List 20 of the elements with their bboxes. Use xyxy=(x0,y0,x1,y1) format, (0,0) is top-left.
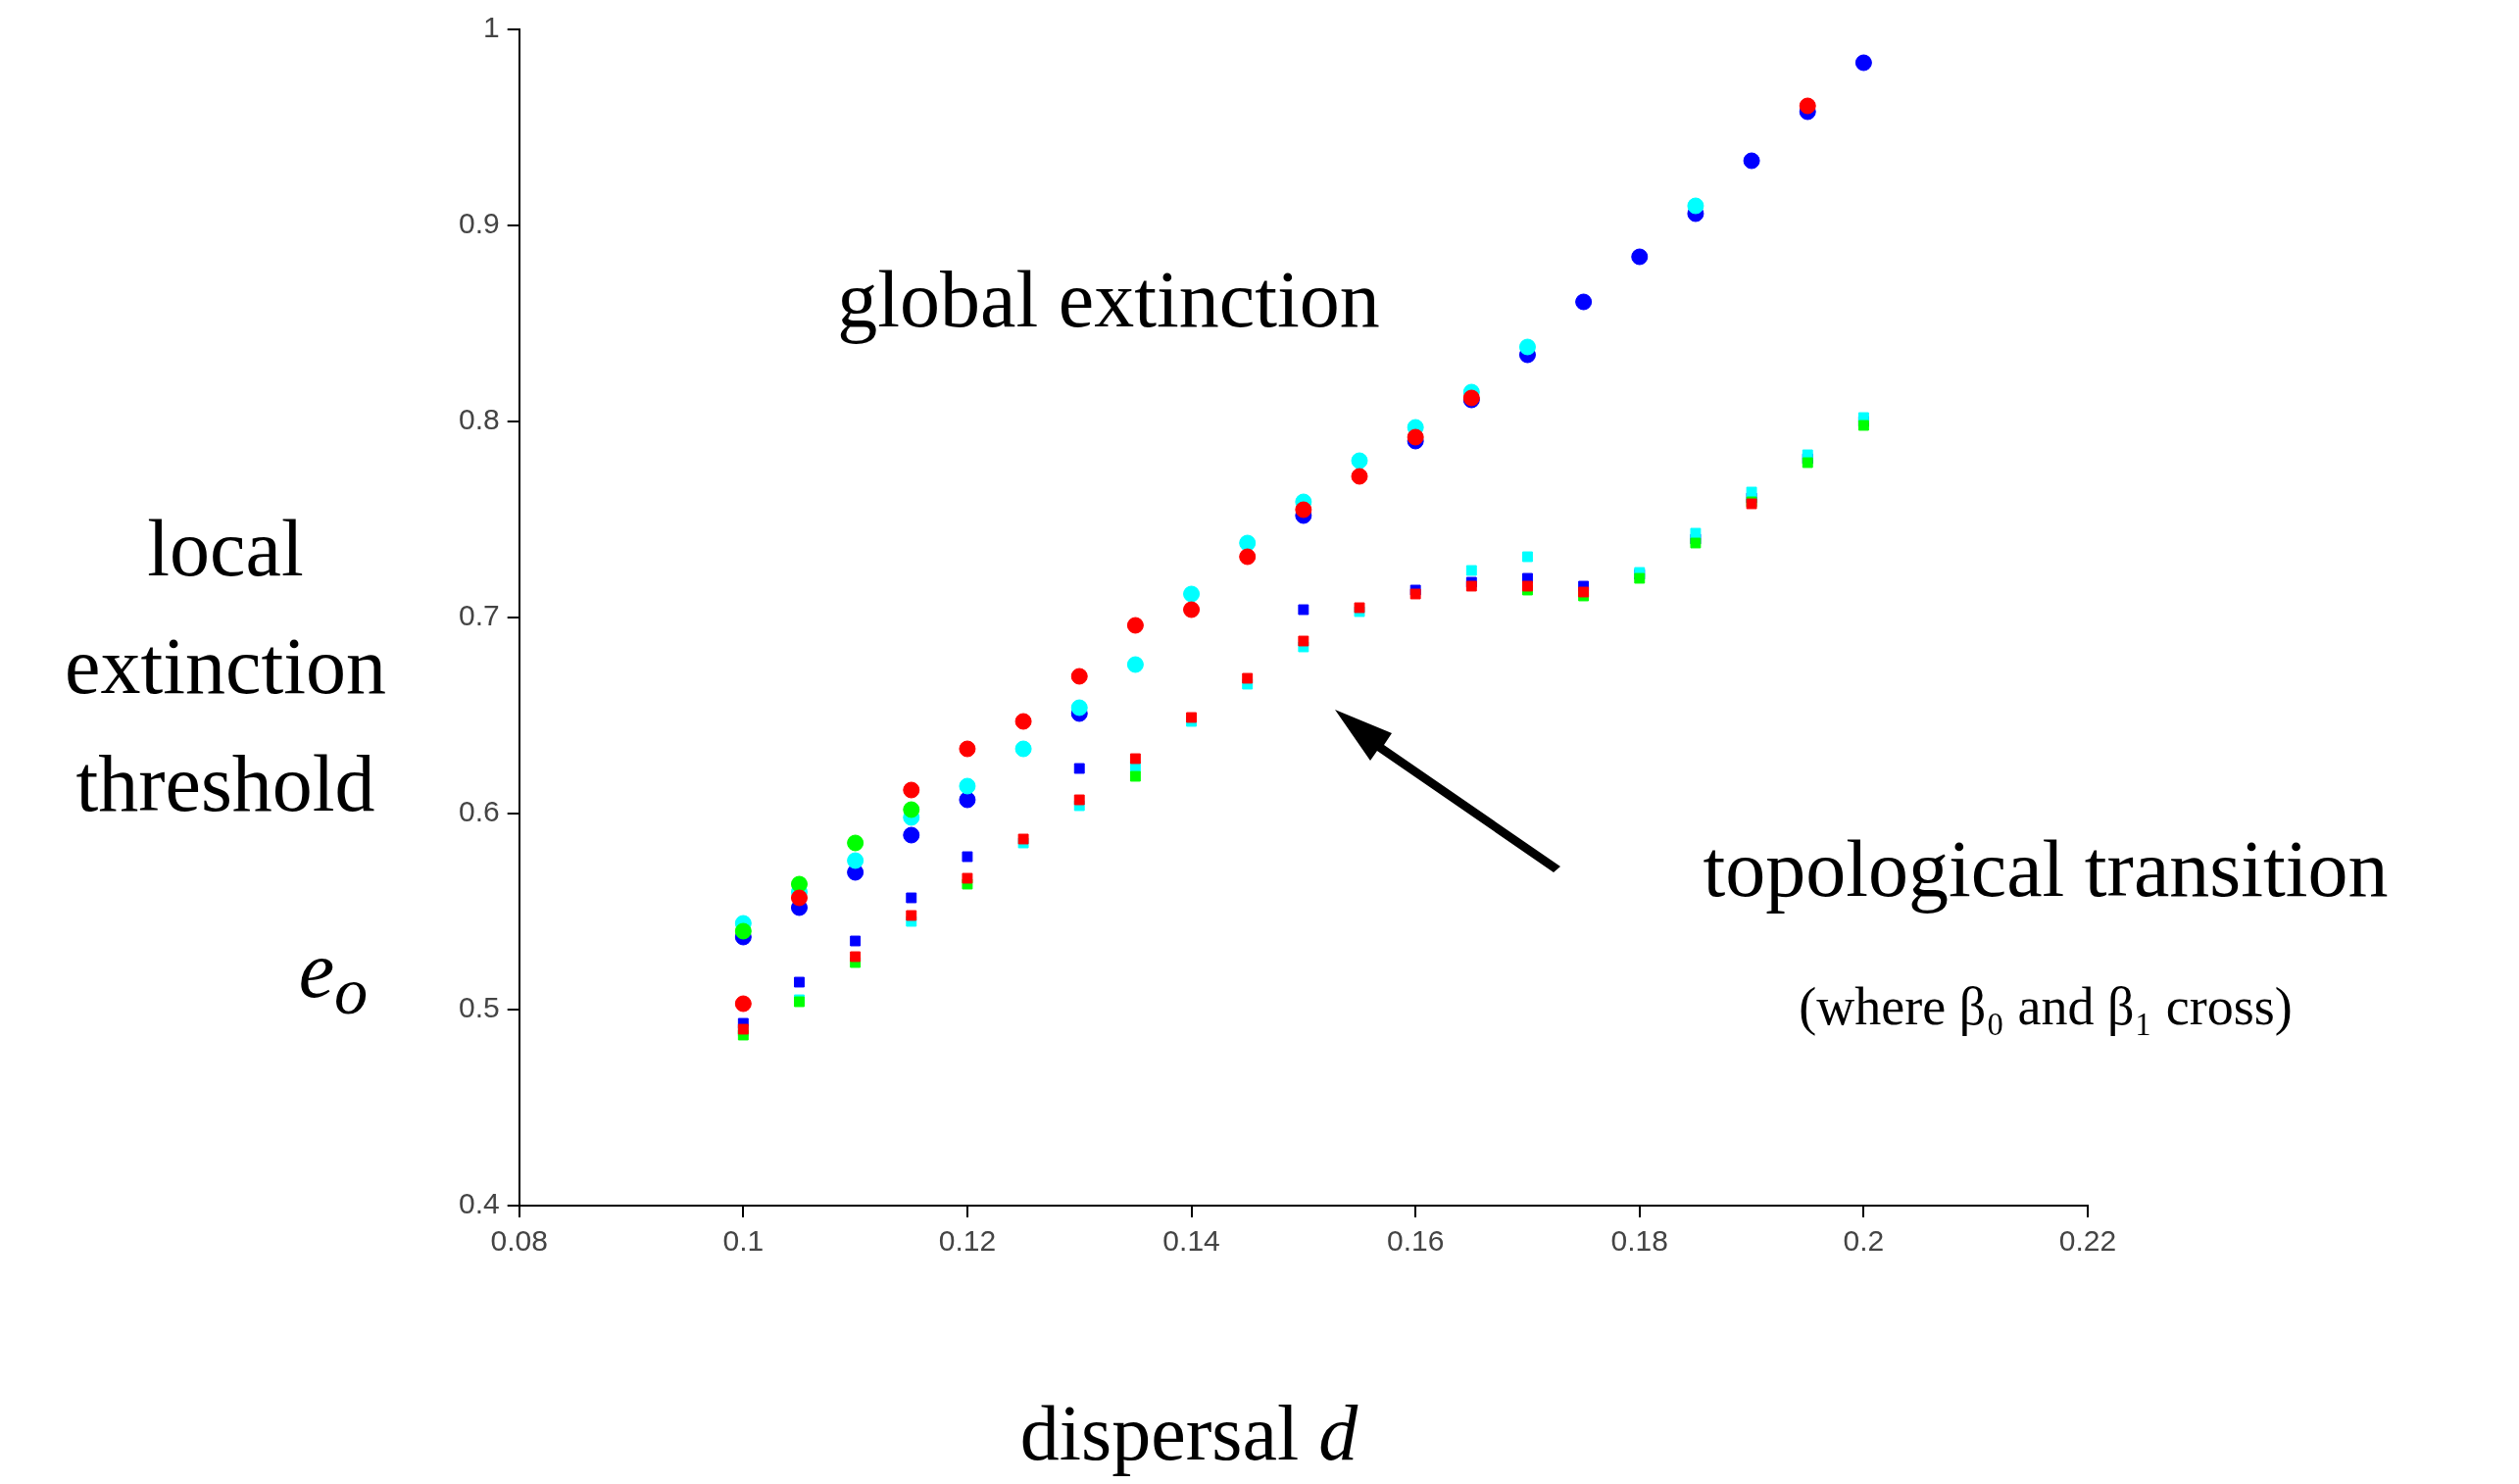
y-tick-label: 0.4 xyxy=(458,1187,500,1220)
y-tick-label: 0.7 xyxy=(458,599,500,632)
x-tick-label: 0.2 xyxy=(1843,1224,1885,1258)
annotation: global extinction xyxy=(837,255,1380,344)
x-tick-label: 0.16 xyxy=(1386,1224,1445,1258)
y-tick-label: 0.8 xyxy=(458,403,500,436)
x-axis-title: dispersal d xyxy=(1019,1390,1358,1476)
text: local extinction threshold e$_{o}$ xyxy=(65,504,386,1029)
x-tick-label: 0.22 xyxy=(2058,1224,2117,1258)
x-tick-label: 0.12 xyxy=(938,1224,997,1258)
y-tick-label: 0.6 xyxy=(458,795,500,828)
annotation: topological transition xyxy=(1703,824,2389,914)
y-tick-label: 0.9 xyxy=(458,207,500,240)
x-tick-label: 0.14 xyxy=(1162,1224,1220,1258)
y-tick-label: 0.5 xyxy=(458,991,500,1024)
annotation: (where β₀ and β₁ cross) xyxy=(1799,977,2293,1036)
x-tick-label: 0.18 xyxy=(1610,1224,1668,1258)
x-tick-label: 0.08 xyxy=(490,1224,548,1258)
y-tick-label: 1 xyxy=(483,11,500,44)
x-tick-label: 0.1 xyxy=(722,1224,765,1258)
